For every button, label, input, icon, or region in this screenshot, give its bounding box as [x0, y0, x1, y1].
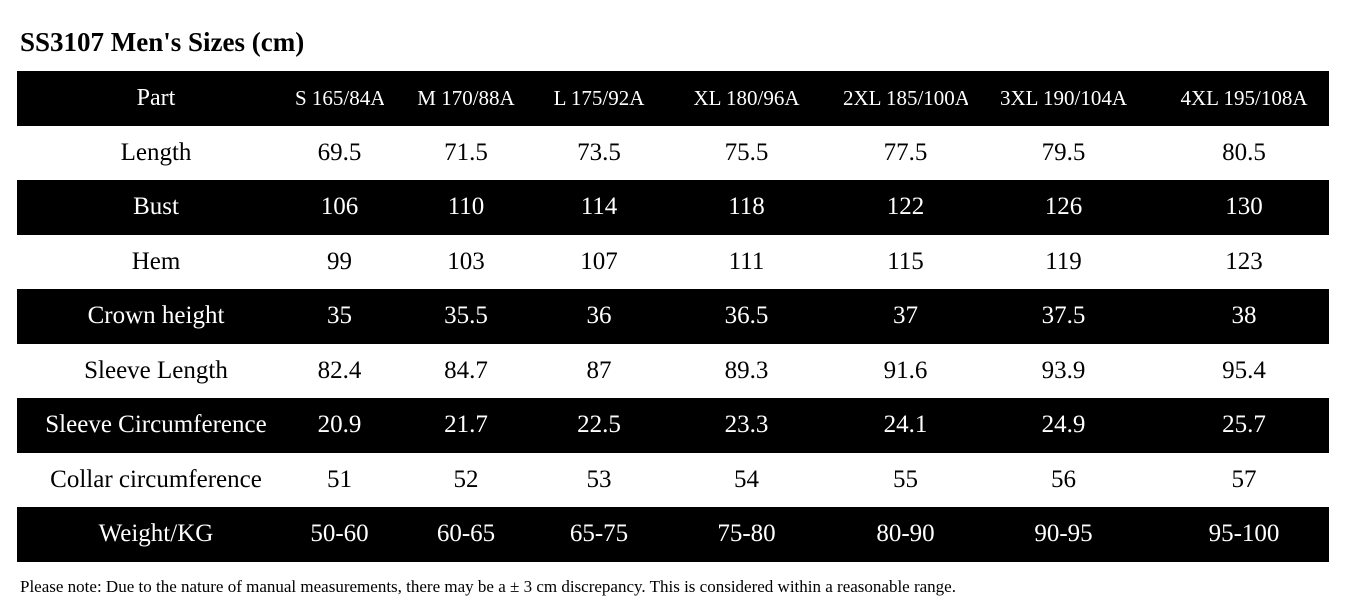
table-cell: 82.4 [295, 343, 384, 398]
table-cell: 77.5 [843, 125, 968, 180]
table-cell: 93.9 [968, 343, 1159, 398]
row-label: Hem [17, 234, 295, 289]
table-cell: 75.5 [650, 125, 843, 180]
table-cell: 65-75 [548, 507, 650, 562]
column-header-size: 4XL 195/108A [1159, 71, 1329, 126]
table-cell: 84.7 [384, 343, 548, 398]
table-cell: 71.5 [384, 125, 548, 180]
table-cell: 106 [295, 180, 384, 235]
table-cell: 57 [1159, 452, 1329, 507]
table-cell: 21.7 [384, 398, 548, 453]
table-cell: 123 [1159, 234, 1329, 289]
table-cell: 52 [384, 452, 548, 507]
row-label: Sleeve Length [17, 343, 295, 398]
table-cell: 23.3 [650, 398, 843, 453]
table-cell: 119 [968, 234, 1159, 289]
table-cell: 25.7 [1159, 398, 1329, 453]
size-chart-table: Part S 165/84A M 170/88A L 175/92A XL 18… [17, 71, 1329, 562]
table-cell: 37 [843, 289, 968, 344]
column-header-size: S 165/84A [295, 71, 384, 126]
table-cell: 122 [843, 180, 968, 235]
table-cell: 89.3 [650, 343, 843, 398]
table-cell: 54 [650, 452, 843, 507]
table-cell: 79.5 [968, 125, 1159, 180]
row-label: Collar circumference [17, 452, 295, 507]
table-cell: 103 [384, 234, 548, 289]
column-header-part: Part [17, 71, 295, 126]
table-cell: 36 [548, 289, 650, 344]
table-cell: 107 [548, 234, 650, 289]
measurement-note: Please note: Due to the nature of manual… [20, 577, 956, 596]
table-row: Bust 106 110 114 118 122 126 130 [17, 180, 1329, 235]
table-cell: 95-100 [1159, 507, 1329, 562]
table-cell: 69.5 [295, 125, 384, 180]
table-cell: 110 [384, 180, 548, 235]
table-row: Weight/KG 50-60 60-65 65-75 75-80 80-90 … [17, 507, 1329, 562]
column-header-size: L 175/92A [548, 71, 650, 126]
row-label: Sleeve Circumference [17, 398, 295, 453]
table-cell: 35.5 [384, 289, 548, 344]
table-cell: 35 [295, 289, 384, 344]
column-header-size: XL 180/96A [650, 71, 843, 126]
table-cell: 80-90 [843, 507, 968, 562]
table-cell: 111 [650, 234, 843, 289]
table-cell: 73.5 [548, 125, 650, 180]
table-cell: 24.1 [843, 398, 968, 453]
table-row: Hem 99 103 107 111 115 119 123 [17, 234, 1329, 289]
table-cell: 37.5 [968, 289, 1159, 344]
table-cell: 75-80 [650, 507, 843, 562]
table-row: Length 69.5 71.5 73.5 75.5 77.5 79.5 80.… [17, 125, 1329, 180]
table-cell: 130 [1159, 180, 1329, 235]
table-cell: 126 [968, 180, 1159, 235]
table-cell: 38 [1159, 289, 1329, 344]
table-cell: 60-65 [384, 507, 548, 562]
table-cell: 55 [843, 452, 968, 507]
table-cell: 90-95 [968, 507, 1159, 562]
page-title: SS3107 Men's Sizes (cm) [20, 27, 305, 57]
column-header-size: 3XL 190/104A [968, 71, 1159, 126]
table-cell: 53 [548, 452, 650, 507]
table-cell: 80.5 [1159, 125, 1329, 180]
table-cell: 36.5 [650, 289, 843, 344]
table-cell: 91.6 [843, 343, 968, 398]
table-cell: 115 [843, 234, 968, 289]
table-cell: 95.4 [1159, 343, 1329, 398]
table-cell: 22.5 [548, 398, 650, 453]
table-cell: 118 [650, 180, 843, 235]
table-row: Sleeve Length 82.4 84.7 87 89.3 91.6 93.… [17, 343, 1329, 398]
table-cell: 50-60 [295, 507, 384, 562]
row-label: Bust [17, 180, 295, 235]
table-cell: 20.9 [295, 398, 384, 453]
table-cell: 114 [548, 180, 650, 235]
table-row: Crown height 35 35.5 36 36.5 37 37.5 38 [17, 289, 1329, 344]
row-label: Crown height [17, 289, 295, 344]
row-label: Length [17, 125, 295, 180]
table-cell: 56 [968, 452, 1159, 507]
column-header-size: M 170/88A [384, 71, 548, 126]
table-header-row: Part S 165/84A M 170/88A L 175/92A XL 18… [17, 71, 1329, 126]
row-label: Weight/KG [17, 507, 295, 562]
table-row: Collar circumference 51 52 53 54 55 56 5… [17, 452, 1329, 507]
table-cell: 99 [295, 234, 384, 289]
column-header-size: 2XL 185/100A [843, 71, 968, 126]
table-cell: 24.9 [968, 398, 1159, 453]
table-row: Sleeve Circumference 20.9 21.7 22.5 23.3… [17, 398, 1329, 453]
table-cell: 51 [295, 452, 384, 507]
table-cell: 87 [548, 343, 650, 398]
